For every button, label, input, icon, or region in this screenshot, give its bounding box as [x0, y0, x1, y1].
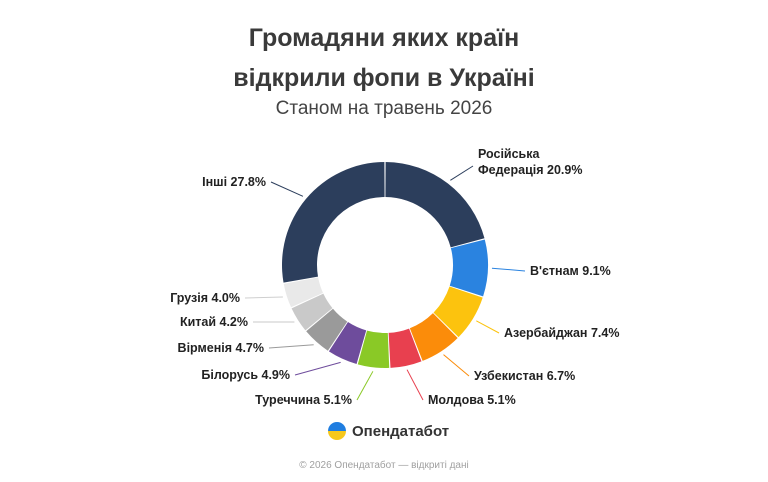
leader-line-10: [270, 181, 304, 197]
leader-line-2: [476, 320, 500, 334]
data-label-0: Російська Федерація 20.9%: [478, 147, 582, 177]
brand: Опендатабот: [328, 421, 449, 441]
leader-line-4: [406, 369, 424, 401]
data-label-9: Грузія 4.0%: [170, 291, 240, 305]
leader-line-7: [268, 344, 314, 349]
brand-name: Опендатабот: [352, 422, 450, 440]
data-label-1: В'єтнам 9.1%: [530, 264, 611, 278]
data-label-4: Молдова 5.1%: [428, 393, 516, 407]
donut-slice-1: [449, 239, 488, 297]
data-label-7: Вірменія 4.7%: [178, 341, 264, 355]
data-label-3: Узбекистан 6.7%: [474, 369, 575, 383]
data-label-5: Туреччина 5.1%: [255, 393, 352, 407]
data-label-8: Китай 4.2%: [180, 315, 248, 329]
donut-slice-2: [433, 286, 483, 338]
data-label-6: Білорусь 4.9%: [201, 368, 290, 382]
chart-title-line2: відкрили фопи в Україні: [233, 64, 535, 92]
donut-slice-6: [328, 322, 367, 365]
leader-line-1: [491, 267, 526, 272]
donut-slice-5: [357, 330, 390, 368]
donut-slice-3: [409, 313, 458, 361]
leader-line-3: [443, 354, 470, 377]
leader-line-5: [356, 371, 374, 401]
leader-line-9: [244, 296, 283, 299]
donut-slice-7: [306, 308, 348, 351]
chart-title-line1: Громадяни яких країн: [248, 24, 520, 52]
opendatabot-logo-icon: [328, 422, 346, 440]
donut-slice-10: [282, 162, 385, 283]
chart-subtitle: Станом на травень 2026: [275, 98, 493, 119]
donut-slice-4: [388, 328, 422, 368]
leader-line-0: [450, 165, 474, 181]
footer-copyright: © 2026 Опендатабот — відкриті дані: [299, 460, 469, 471]
donut-slice-0: [385, 162, 485, 248]
donut-slice-8: [291, 293, 333, 331]
data-label-2: Азербайджан 7.4%: [504, 326, 619, 340]
leader-line-6: [294, 361, 341, 376]
data-label-10: Інші 27.8%: [202, 175, 266, 189]
donut-slice-9: [283, 277, 324, 308]
